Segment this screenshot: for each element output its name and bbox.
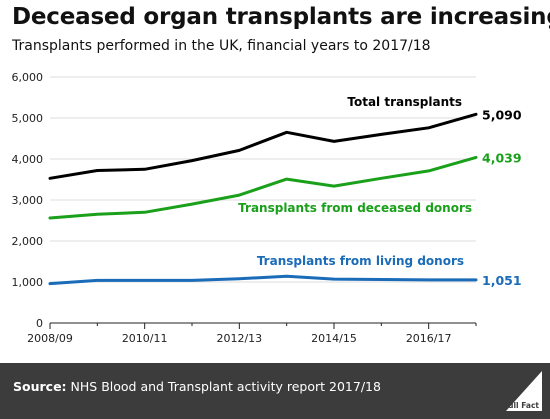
label-layer: 5,090 Total transplants 4,039 Transplants f… <box>238 95 522 288</box>
series-label-deceased: Transplants from deceased donors <box>238 201 472 215</box>
series-label-living: Transplants from living donors <box>257 254 464 268</box>
x-tick-label: 2016/17 <box>406 332 452 345</box>
axis-layer: 0 1,000 2,000 3,000 4,000 5,000 6,000 2008/09 20… <box>12 71 477 345</box>
series-line-living <box>48 274 478 286</box>
source-text: NHS Blood and Transplant activity report… <box>70 379 381 394</box>
footer-bar: Source: NHS Blood and Transplant activit… <box>0 363 550 419</box>
chart-title: Deceased organ transplants are increasin… <box>12 4 550 30</box>
y-tick-label: 5,000 <box>12 112 44 125</box>
source-note: Source: NHS Blood and Transplant activit… <box>13 379 381 394</box>
series-line-total <box>48 112 478 180</box>
end-value-label-deceased: 4,039 <box>482 150 522 165</box>
end-value-label-total: 5,090 <box>482 107 522 122</box>
grid-layer <box>50 76 476 283</box>
x-tick-label: 2012/13 <box>216 332 262 345</box>
series-layer <box>48 112 478 286</box>
y-tick-label: 1,000 <box>12 276 44 289</box>
end-value-label-living: 1,051 <box>482 273 522 288</box>
x-tick-label: 2010/11 <box>122 332 168 345</box>
y-tick-label: 0 <box>36 317 43 330</box>
source-label: Source: <box>13 379 67 394</box>
series-line-deceased <box>48 155 478 220</box>
x-tick-label: 2008/09 <box>27 332 73 345</box>
y-tick-label: 3,000 <box>12 194 44 207</box>
series-label-total: Total transplants <box>347 95 462 109</box>
logo-text: Full Fact <box>503 401 539 410</box>
chart-subtitle: Transplants performed in the UK, financi… <box>12 38 431 54</box>
y-tick-label: 6,000 <box>12 71 44 84</box>
line-chart: 0 1,000 2,000 3,000 4,000 5,000 6,000 2008/09 20… <box>12 71 522 345</box>
full-fact-logo-icon: Full Fact <box>503 371 542 411</box>
y-tick-label: 2,000 <box>12 235 44 248</box>
y-tick-label: 4,000 <box>12 153 44 166</box>
x-tick-label: 2014/15 <box>311 332 357 345</box>
